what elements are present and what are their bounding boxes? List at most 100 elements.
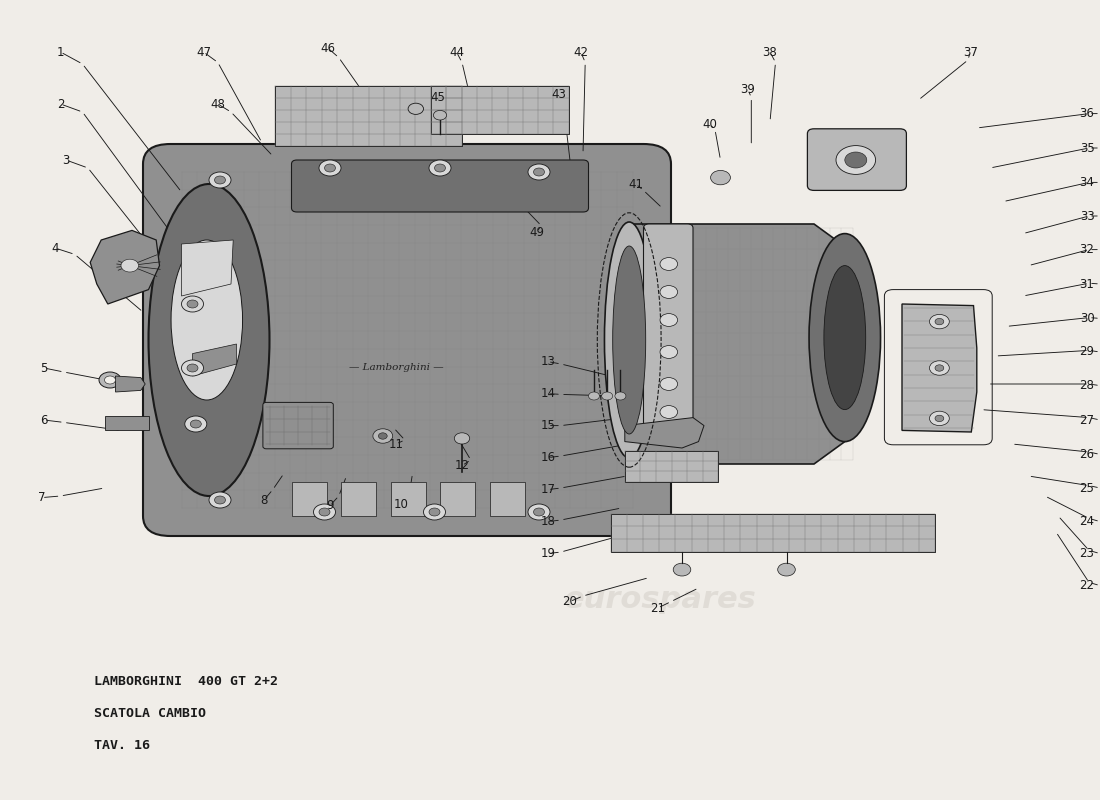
- Text: 42: 42: [573, 46, 588, 58]
- Text: TAV. 16: TAV. 16: [94, 739, 150, 752]
- Circle shape: [778, 563, 795, 576]
- Circle shape: [660, 346, 678, 358]
- Text: 13: 13: [540, 355, 556, 368]
- Circle shape: [534, 168, 544, 176]
- Text: 22: 22: [1079, 579, 1094, 592]
- Circle shape: [319, 160, 341, 176]
- Bar: [390, 482, 426, 516]
- Text: 21: 21: [650, 602, 666, 614]
- Bar: [292, 482, 327, 516]
- Circle shape: [528, 164, 550, 180]
- Circle shape: [378, 433, 387, 439]
- Text: 1: 1: [57, 46, 64, 58]
- FancyBboxPatch shape: [263, 402, 333, 449]
- Circle shape: [121, 259, 139, 272]
- Ellipse shape: [605, 222, 653, 458]
- Circle shape: [214, 176, 225, 184]
- Circle shape: [373, 429, 393, 443]
- Circle shape: [434, 164, 446, 172]
- Text: 23: 23: [1079, 547, 1094, 560]
- Text: eurospares: eurospares: [365, 402, 559, 430]
- FancyBboxPatch shape: [644, 224, 693, 432]
- Polygon shape: [625, 418, 704, 448]
- Circle shape: [930, 361, 949, 375]
- Circle shape: [673, 563, 691, 576]
- Text: 14: 14: [540, 387, 556, 400]
- Polygon shape: [90, 230, 160, 304]
- Text: 31: 31: [1079, 278, 1094, 290]
- Circle shape: [104, 376, 116, 384]
- Text: 36: 36: [1079, 107, 1094, 120]
- Circle shape: [209, 172, 231, 188]
- Circle shape: [429, 160, 451, 176]
- Circle shape: [836, 146, 876, 174]
- Circle shape: [935, 365, 944, 371]
- Circle shape: [660, 314, 678, 326]
- Text: 45: 45: [430, 91, 446, 104]
- Text: 37: 37: [962, 46, 978, 58]
- Text: 43: 43: [551, 88, 566, 101]
- Ellipse shape: [170, 240, 242, 400]
- Text: 19: 19: [540, 547, 556, 560]
- Text: 30: 30: [1080, 312, 1094, 325]
- Circle shape: [187, 300, 198, 308]
- Text: 49: 49: [529, 226, 544, 238]
- Ellipse shape: [810, 234, 881, 442]
- Polygon shape: [629, 224, 858, 464]
- Text: 33: 33: [1080, 210, 1094, 222]
- Text: 8: 8: [261, 494, 267, 506]
- Circle shape: [182, 360, 204, 376]
- Bar: [431, 86, 569, 134]
- Circle shape: [99, 372, 121, 388]
- Circle shape: [319, 508, 330, 516]
- Text: 2: 2: [57, 98, 64, 110]
- Circle shape: [930, 411, 949, 426]
- Circle shape: [429, 508, 440, 516]
- Circle shape: [190, 420, 201, 428]
- Text: 28: 28: [1079, 379, 1094, 392]
- Circle shape: [534, 508, 544, 516]
- Bar: [275, 86, 462, 146]
- Text: 39: 39: [740, 83, 756, 96]
- Circle shape: [935, 318, 944, 325]
- Text: 47: 47: [196, 46, 211, 58]
- Bar: [625, 451, 718, 482]
- Bar: [490, 482, 525, 516]
- Text: 24: 24: [1079, 515, 1094, 528]
- Circle shape: [424, 504, 446, 520]
- FancyBboxPatch shape: [292, 160, 588, 212]
- Text: 18: 18: [540, 515, 556, 528]
- Circle shape: [588, 392, 600, 400]
- Circle shape: [214, 496, 225, 504]
- Circle shape: [602, 392, 613, 400]
- Text: 44: 44: [449, 46, 464, 58]
- FancyBboxPatch shape: [807, 129, 906, 190]
- Circle shape: [660, 378, 678, 390]
- Text: 4: 4: [52, 242, 58, 254]
- Circle shape: [314, 504, 336, 520]
- Bar: [440, 482, 475, 516]
- Text: 20: 20: [562, 595, 578, 608]
- Text: 5: 5: [41, 362, 47, 374]
- Ellipse shape: [148, 184, 270, 496]
- Bar: [341, 482, 376, 516]
- Text: 46: 46: [320, 42, 336, 54]
- Text: 40: 40: [702, 118, 717, 130]
- Bar: [610, 514, 935, 552]
- Circle shape: [209, 492, 231, 508]
- Text: 29: 29: [1079, 346, 1094, 358]
- Text: 25: 25: [1079, 482, 1094, 494]
- Bar: [104, 416, 148, 430]
- Ellipse shape: [824, 266, 866, 410]
- Text: 7: 7: [39, 491, 45, 504]
- Circle shape: [660, 406, 678, 418]
- Text: 48: 48: [210, 98, 225, 110]
- Text: 11: 11: [388, 438, 404, 450]
- Circle shape: [930, 314, 949, 329]
- Text: 12: 12: [454, 459, 470, 472]
- Circle shape: [187, 364, 198, 372]
- Text: SCATOLA CAMBIO: SCATOLA CAMBIO: [94, 707, 206, 720]
- Text: — Lamborghini —: — Lamborghini —: [349, 363, 443, 373]
- Circle shape: [324, 164, 336, 172]
- FancyBboxPatch shape: [143, 144, 671, 536]
